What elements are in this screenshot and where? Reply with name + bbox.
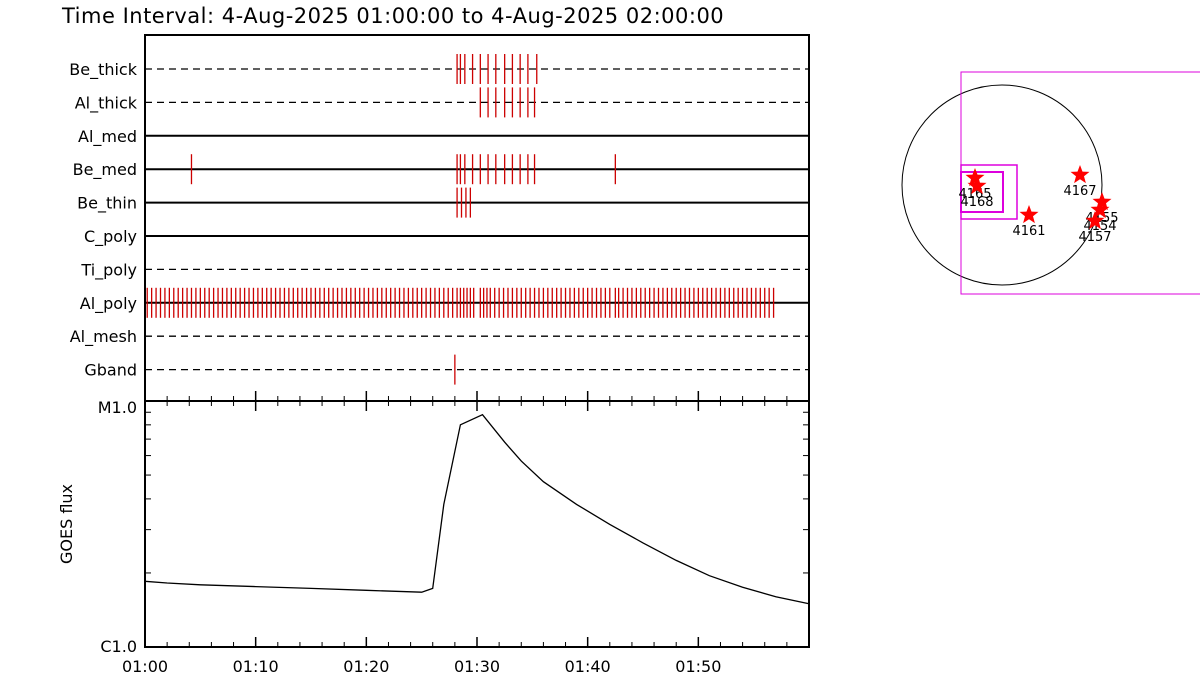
region-label-4161: 4161 [1012,224,1045,239]
x-tick-label: 01:20 [343,657,389,676]
region-label-4167: 4167 [1063,184,1096,199]
x-tick-label: 01:10 [233,657,279,676]
goes-frame [144,400,810,648]
field-of-view-box [960,71,1200,295]
region-label-4157: 4157 [1078,230,1111,245]
x-tick-label: 01:40 [565,657,611,676]
timeline-frame [144,34,810,402]
region-box-inner [960,171,1004,213]
goes-y-axis-label: GOES flux [57,484,76,564]
region-star-4165 [965,168,985,187]
y-tick-label-c1: C1.0 [100,637,137,656]
x-tick-label: 01:00 [122,657,168,676]
filter-label-be_med: Be_med [73,160,137,180]
region-star-4161 [1019,205,1039,224]
solar-disk-panel: 4165416841614167415541544157 [901,71,1200,295]
region-star-4168 [967,176,987,195]
region-star-4155 [1092,192,1112,211]
filter-label-al_thick: Al_thick [75,93,138,113]
region-star-4154 [1090,200,1110,219]
filter-label-be_thick: Be_thick [69,60,137,80]
filter-label-c_poly: C_poly [84,227,137,247]
region-label-4165: 4165 [958,187,991,202]
y-tick-label-m1: M1.0 [98,398,137,417]
goes-flux-line [144,413,810,605]
region-label-4168: 4168 [960,195,993,210]
chart-title: Time Interval: 4-Aug-2025 01:00:00 to 4-… [61,4,724,28]
filter-label-al_med: Al_med [78,127,137,147]
region-star-4157 [1085,211,1105,230]
filter-label-be_thin: Be_thin [77,194,137,214]
x-tick-label: 01:50 [675,657,721,676]
filter-label-ti_poly: Ti_poly [80,260,137,280]
filter-label-al_poly: Al_poly [80,294,137,314]
solar-limb [901,84,1103,286]
filter-label-al_mesh: Al_mesh [70,327,137,347]
filter-label-gband: Gband [84,361,137,380]
filter-timeline-panel: Be_thick Al_thick Al_med Be_med Be_thin C_pol… [69,34,810,402]
region-star-4167 [1070,165,1090,184]
x-tick-label: 01:30 [454,657,500,676]
goes-flux-panel: 01:00 01:10 01:20 01:30 01:40 01:50 GOES flux… [57,391,810,676]
